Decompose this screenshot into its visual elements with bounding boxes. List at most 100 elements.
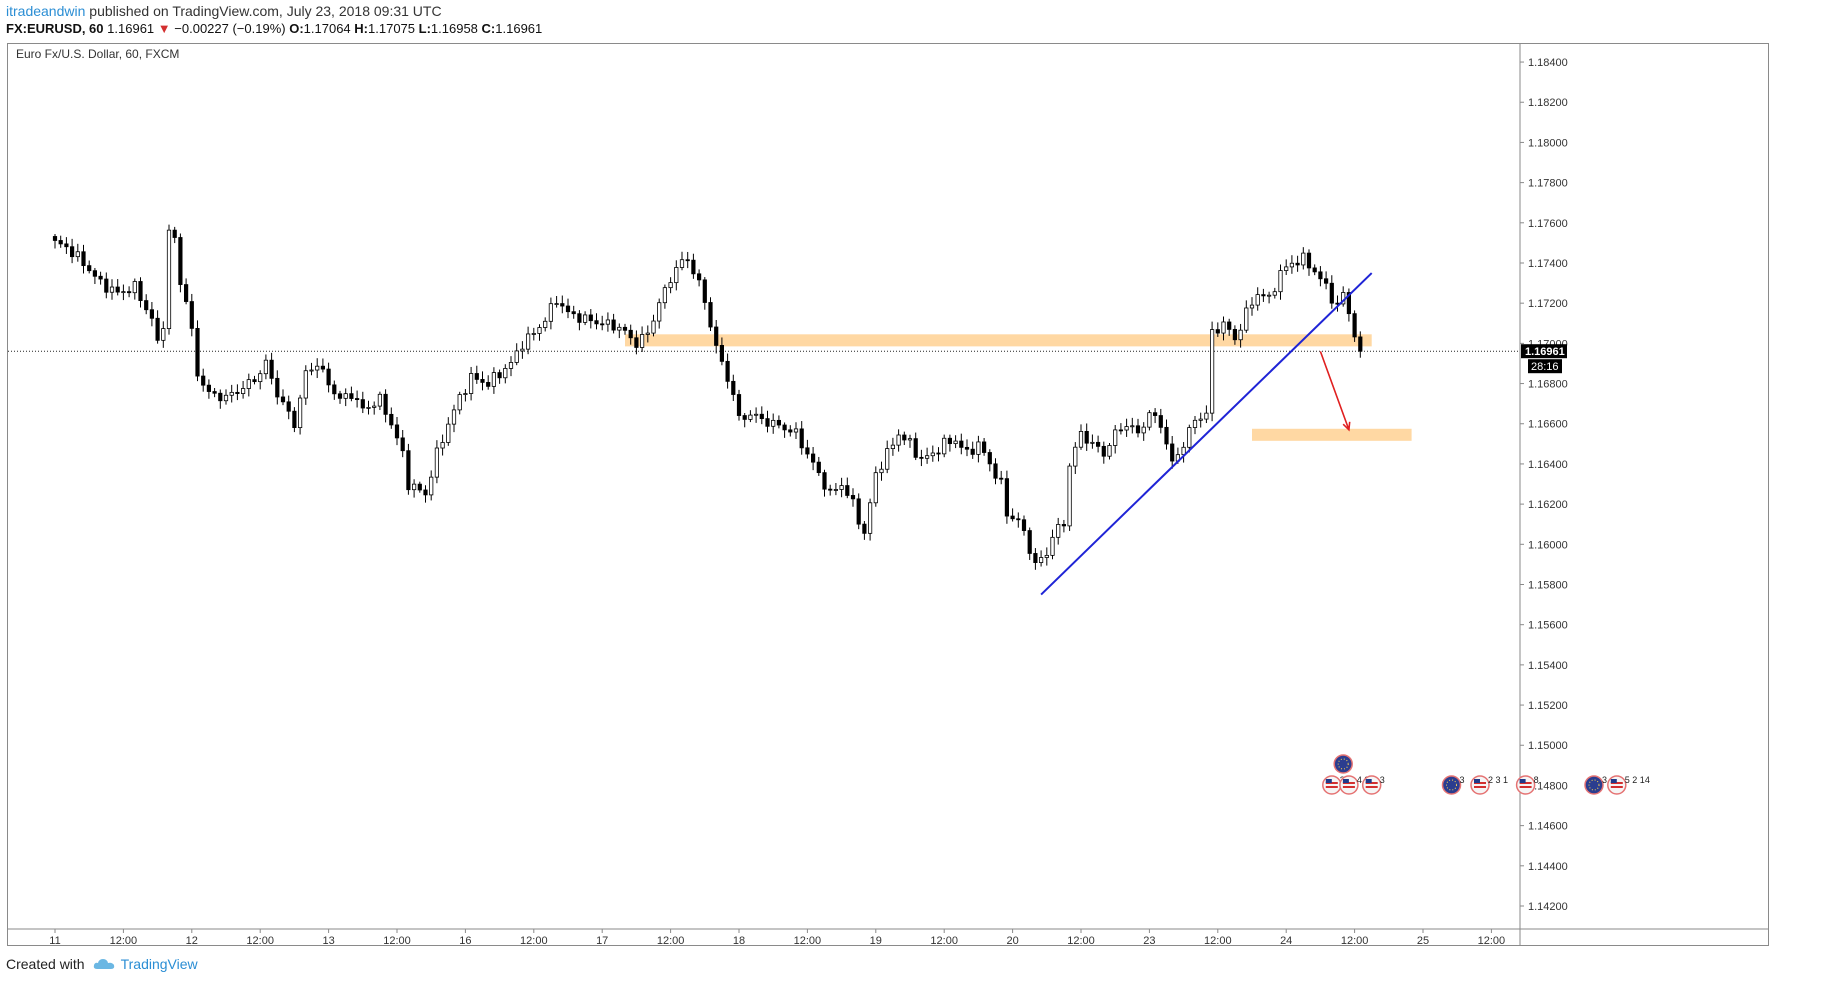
candle-up[interactable]: [503, 368, 508, 379]
candle-down[interactable]: [600, 323, 605, 326]
candle-up[interactable]: [303, 370, 308, 399]
candle-up[interactable]: [343, 393, 348, 399]
candle-down[interactable]: [862, 523, 867, 534]
candle-up[interactable]: [121, 291, 126, 294]
candle-up[interactable]: [679, 259, 685, 268]
candle-up[interactable]: [554, 303, 559, 305]
candle-down[interactable]: [149, 309, 154, 319]
candle-down[interactable]: [1084, 431, 1089, 444]
candle-down[interactable]: [702, 279, 707, 303]
candle-up[interactable]: [896, 434, 901, 446]
candle-up[interactable]: [377, 393, 383, 407]
candle-up[interactable]: [1272, 291, 1277, 296]
candle-up[interactable]: [240, 388, 246, 394]
candle-down[interactable]: [1329, 282, 1334, 304]
candle-up[interactable]: [668, 282, 673, 289]
candle-down[interactable]: [474, 373, 479, 380]
candle-down[interactable]: [104, 278, 109, 293]
candle-up[interactable]: [440, 442, 445, 449]
candle-down[interactable]: [964, 446, 970, 450]
candle-up[interactable]: [246, 379, 251, 389]
candle-down[interactable]: [1295, 262, 1300, 266]
candle-up[interactable]: [463, 393, 468, 395]
candle-down[interactable]: [212, 391, 217, 394]
candle-down[interactable]: [759, 413, 764, 420]
candle-down[interactable]: [1318, 271, 1323, 280]
candle-down[interactable]: [58, 240, 63, 245]
candle-down[interactable]: [594, 320, 599, 325]
candle-down[interactable]: [275, 377, 280, 398]
candle-down[interactable]: [383, 393, 388, 415]
candle-down[interactable]: [235, 391, 240, 394]
candle-up[interactable]: [548, 303, 554, 322]
candle-down[interactable]: [691, 259, 696, 275]
candle-up[interactable]: [1204, 412, 1209, 420]
candle-down[interactable]: [354, 398, 360, 401]
candle-down[interactable]: [320, 365, 326, 370]
candle-up[interactable]: [907, 438, 913, 441]
candle-down[interactable]: [286, 401, 291, 412]
candle-down[interactable]: [622, 326, 628, 331]
candle-down[interactable]: [776, 419, 782, 426]
candle-down[interactable]: [183, 284, 189, 302]
candle-up[interactable]: [879, 468, 884, 474]
candle-down[interactable]: [816, 461, 821, 474]
candle-up[interactable]: [258, 373, 263, 383]
candle-up[interactable]: [161, 328, 166, 341]
candle-down[interactable]: [611, 319, 616, 331]
candle-up[interactable]: [263, 359, 269, 375]
candle-up[interactable]: [297, 397, 303, 429]
candle-up[interactable]: [930, 452, 935, 457]
candle-down[interactable]: [919, 456, 924, 459]
eu-flag-icon[interactable]: [1333, 754, 1353, 774]
candle-down[interactable]: [1306, 252, 1312, 269]
candle-up[interactable]: [839, 485, 844, 490]
candle-down[interactable]: [1010, 515, 1015, 520]
candle-down[interactable]: [64, 243, 69, 248]
candle-up[interactable]: [868, 502, 873, 534]
candle-up[interactable]: [873, 472, 878, 504]
candle-down[interactable]: [1016, 518, 1021, 521]
tradingview-brand[interactable]: TradingView: [93, 956, 198, 972]
candle-up[interactable]: [833, 489, 839, 491]
candle-up[interactable]: [942, 437, 947, 455]
candle-down[interactable]: [560, 303, 565, 307]
candle-up[interactable]: [1113, 429, 1118, 446]
candle-up[interactable]: [1073, 446, 1078, 467]
candle-up[interactable]: [315, 365, 320, 371]
candle-up[interactable]: [885, 448, 890, 470]
candle-down[interactable]: [87, 265, 92, 272]
candle-down[interactable]: [486, 382, 491, 387]
candle-down[interactable]: [1170, 443, 1175, 462]
candle-up[interactable]: [1301, 252, 1306, 266]
candle-up[interactable]: [1289, 262, 1294, 268]
candle-down[interactable]: [252, 379, 257, 383]
projection-arrow[interactable]: [1319, 351, 1350, 431]
candle-down[interactable]: [788, 429, 793, 433]
candle-down[interactable]: [765, 418, 770, 427]
candle-up[interactable]: [457, 394, 462, 411]
candle-up[interactable]: [1147, 412, 1152, 428]
candle-down[interactable]: [1358, 336, 1363, 352]
candle-up[interactable]: [429, 476, 434, 496]
candle-down[interactable]: [999, 477, 1004, 480]
candle-down[interactable]: [936, 452, 941, 455]
candle-down[interactable]: [332, 384, 337, 395]
candle-down[interactable]: [1324, 278, 1329, 284]
us-flag-icon[interactable]: [1515, 775, 1536, 795]
candle-down[interactable]: [1261, 294, 1266, 297]
candle-up[interactable]: [617, 326, 622, 331]
candle-down[interactable]: [201, 375, 206, 386]
candle-up[interactable]: [1090, 441, 1095, 444]
candle-down[interactable]: [1164, 426, 1169, 445]
candle-up[interactable]: [1044, 554, 1049, 558]
price-chart[interactable]: Euro Fx/U.S. Dollar, 60, FXCM 1.18400 1.18…: [8, 44, 1768, 945]
candle-up[interactable]: [526, 333, 531, 350]
candle-up[interactable]: [446, 423, 451, 443]
candle-up[interactable]: [366, 407, 371, 409]
candle-down[interactable]: [1033, 553, 1038, 563]
candle-down[interactable]: [1346, 292, 1351, 315]
candle-up[interactable]: [514, 350, 519, 363]
candle-up[interactable]: [1249, 304, 1255, 309]
candle-down[interactable]: [845, 485, 850, 496]
